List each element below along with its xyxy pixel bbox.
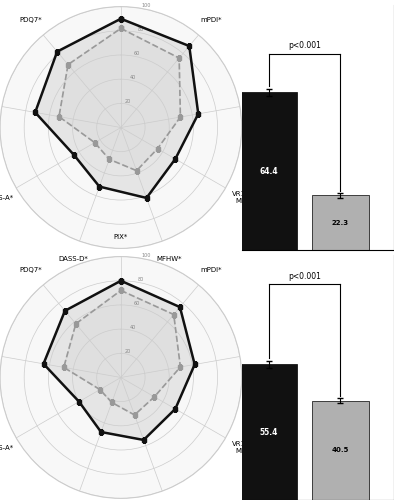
Bar — [240, 92, 297, 250]
Polygon shape — [64, 290, 180, 415]
Text: OR: 6.1  (4.3-8.7)
RR: 2.8  (2.3-3.5): OR: 6.1 (4.3-8.7) RR: 2.8 (2.3-3.5) — [245, 304, 292, 315]
Polygon shape — [35, 18, 198, 198]
Text: p<0.001: p<0.001 — [288, 42, 321, 50]
Text: 40.5: 40.5 — [332, 448, 349, 454]
Text: p<0.001: p<0.001 — [288, 272, 321, 280]
Legend: Cohort A (Nabiximols), Cohort B (Dronabinol): Cohort A (Nabiximols), Cohort B (Dronabi… — [41, 304, 201, 314]
Text: 64.4: 64.4 — [259, 166, 278, 175]
Text: 22.3: 22.3 — [332, 220, 349, 226]
Bar — [312, 401, 369, 500]
Text: 55.4: 55.4 — [259, 428, 278, 436]
Polygon shape — [43, 281, 195, 440]
Bar — [312, 196, 369, 250]
Polygon shape — [59, 28, 180, 171]
Bar — [240, 364, 297, 500]
